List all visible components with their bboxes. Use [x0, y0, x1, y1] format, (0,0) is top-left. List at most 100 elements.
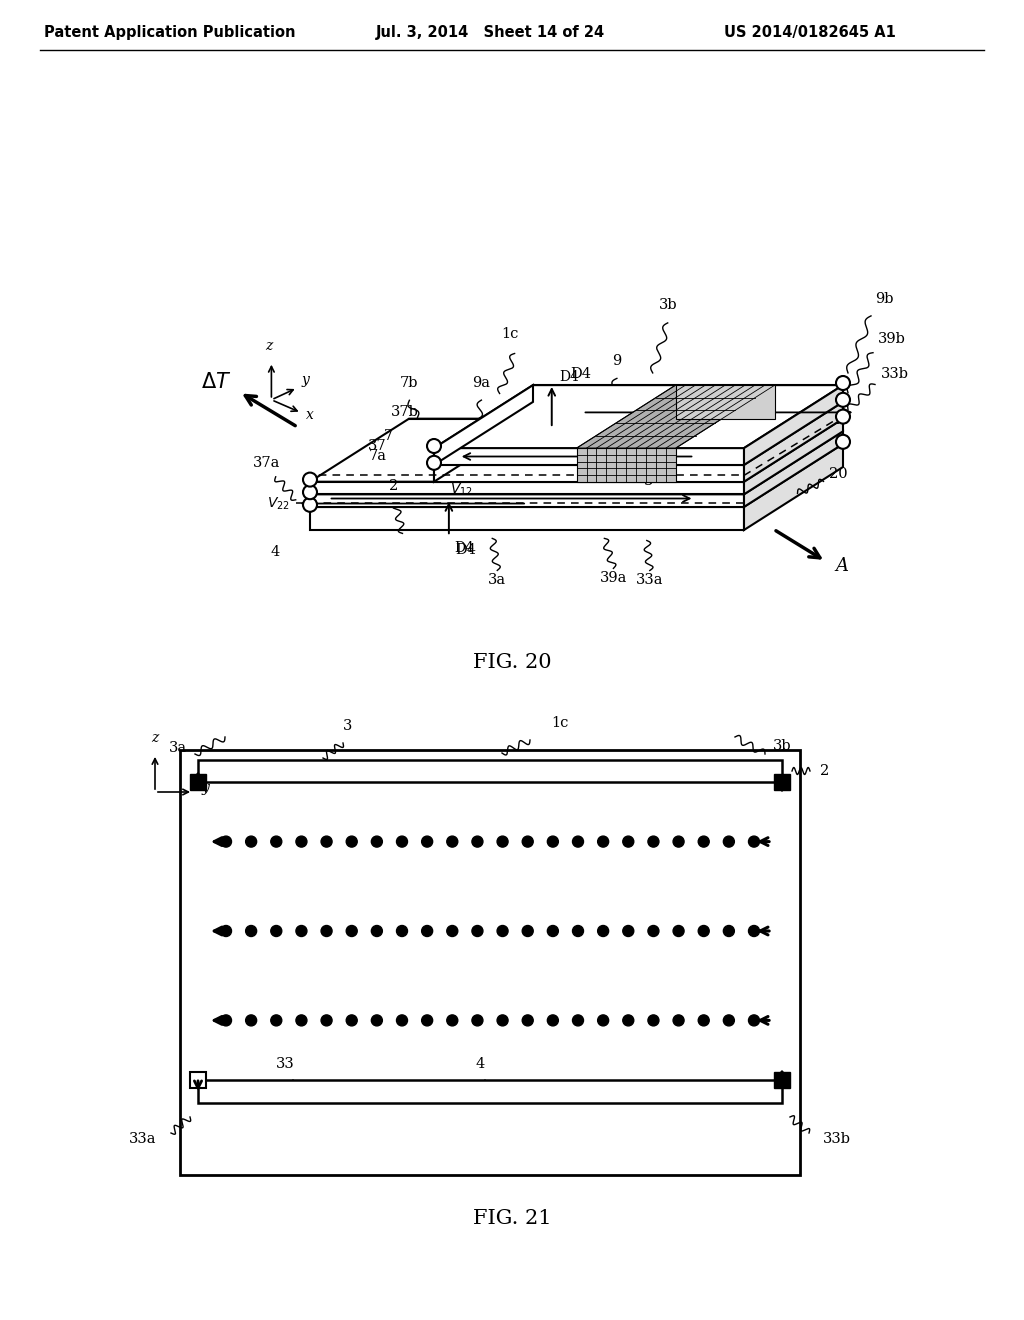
Text: 3a: 3a: [488, 573, 506, 587]
Circle shape: [346, 1015, 357, 1026]
Circle shape: [396, 836, 408, 847]
Circle shape: [723, 925, 734, 936]
Circle shape: [303, 498, 317, 512]
Circle shape: [446, 925, 458, 936]
Text: FIG. 20: FIG. 20: [473, 652, 551, 672]
Circle shape: [698, 836, 710, 847]
Text: z: z: [152, 731, 159, 744]
Circle shape: [698, 925, 710, 936]
Circle shape: [648, 836, 658, 847]
Circle shape: [472, 1015, 483, 1026]
Circle shape: [346, 925, 357, 936]
Circle shape: [548, 836, 558, 847]
Polygon shape: [744, 401, 843, 482]
Text: 33: 33: [731, 463, 750, 478]
Circle shape: [422, 836, 433, 847]
Polygon shape: [310, 507, 744, 531]
Circle shape: [220, 836, 231, 847]
Text: 3: 3: [343, 719, 352, 733]
Circle shape: [422, 1015, 433, 1026]
Circle shape: [749, 836, 760, 847]
Polygon shape: [434, 401, 843, 465]
Text: 33b: 33b: [881, 367, 909, 381]
Text: 39b: 39b: [878, 331, 906, 346]
Circle shape: [220, 1015, 231, 1026]
Text: 9: 9: [612, 354, 622, 368]
Polygon shape: [434, 385, 843, 447]
Text: x: x: [305, 408, 313, 422]
Text: 3: 3: [644, 474, 653, 488]
Bar: [774, 1072, 790, 1088]
Text: $V_{23}$: $V_{23}$: [497, 440, 519, 457]
Text: 39a: 39a: [600, 572, 627, 585]
Circle shape: [372, 1015, 382, 1026]
Text: D4: D4: [454, 541, 474, 556]
Circle shape: [522, 1015, 534, 1026]
Text: $\Delta T$: $\Delta T$: [201, 372, 231, 392]
Circle shape: [220, 925, 231, 936]
Polygon shape: [434, 465, 744, 482]
Circle shape: [598, 836, 608, 847]
Circle shape: [446, 1015, 458, 1026]
Text: 7b: 7b: [400, 376, 419, 391]
Text: 20: 20: [831, 413, 850, 426]
Text: 3b: 3b: [658, 298, 677, 312]
Circle shape: [673, 836, 684, 847]
Circle shape: [303, 486, 317, 499]
Text: y: y: [201, 781, 209, 795]
Circle shape: [623, 1015, 634, 1026]
Text: 1c: 1c: [551, 715, 568, 730]
Circle shape: [548, 925, 558, 936]
Circle shape: [270, 836, 282, 847]
Text: 7: 7: [383, 429, 392, 442]
Text: 33b: 33b: [823, 1133, 851, 1146]
Circle shape: [322, 836, 332, 847]
Text: 2: 2: [389, 479, 398, 494]
Circle shape: [472, 836, 483, 847]
Text: 4: 4: [475, 1057, 484, 1071]
Circle shape: [698, 1015, 710, 1026]
Circle shape: [372, 925, 382, 936]
Text: D4: D4: [455, 544, 476, 557]
Text: 7a: 7a: [369, 450, 387, 463]
Circle shape: [598, 1015, 608, 1026]
Text: 33a: 33a: [636, 573, 664, 587]
Circle shape: [723, 1015, 734, 1026]
Circle shape: [572, 836, 584, 847]
Circle shape: [572, 1015, 584, 1026]
Circle shape: [836, 376, 850, 389]
Polygon shape: [744, 432, 843, 507]
Text: 37a: 37a: [253, 455, 281, 470]
Circle shape: [648, 925, 658, 936]
Circle shape: [396, 1015, 408, 1026]
Circle shape: [303, 473, 317, 487]
Circle shape: [836, 434, 850, 449]
Circle shape: [598, 925, 608, 936]
Circle shape: [673, 925, 684, 936]
Text: $V_{12}$: $V_{12}$: [451, 482, 473, 498]
Circle shape: [497, 1015, 508, 1026]
Text: D4: D4: [569, 367, 591, 381]
Bar: [190, 1072, 206, 1088]
Polygon shape: [676, 385, 775, 418]
Bar: [198, 760, 782, 781]
Circle shape: [749, 925, 760, 936]
Text: 20: 20: [829, 467, 848, 482]
Text: 39: 39: [755, 405, 773, 420]
Polygon shape: [744, 444, 843, 531]
Polygon shape: [744, 418, 843, 494]
Text: 37b: 37b: [391, 405, 419, 420]
Bar: [180, 750, 800, 1175]
Circle shape: [296, 925, 307, 936]
Text: FIG. 21: FIG. 21: [473, 1209, 551, 1228]
Circle shape: [422, 925, 433, 936]
Text: D4: D4: [560, 370, 580, 384]
Polygon shape: [310, 494, 744, 507]
Circle shape: [648, 1015, 658, 1026]
Text: y: y: [301, 372, 309, 387]
Circle shape: [749, 1015, 760, 1026]
Circle shape: [673, 1015, 684, 1026]
Circle shape: [346, 836, 357, 847]
Text: 3a: 3a: [169, 741, 187, 755]
Bar: [774, 774, 790, 789]
